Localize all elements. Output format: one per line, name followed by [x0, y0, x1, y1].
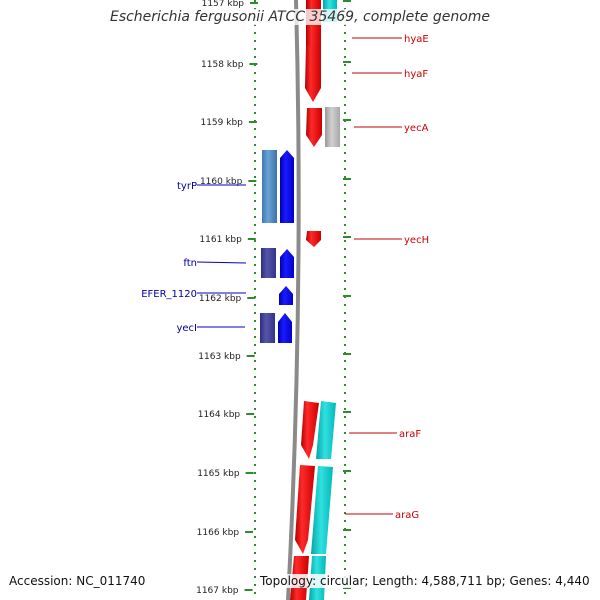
hyaF-feature: [305, 46, 321, 102]
yecA-feature: [306, 108, 322, 147]
gene-label-yecA: yecA: [404, 123, 429, 134]
gene-label-yecI: yecI: [176, 323, 197, 334]
label-leader-line: [196, 261, 247, 264]
tick-label: 1162 kbp: [199, 294, 242, 304]
accession-label: Accession: NC_011740: [9, 574, 146, 588]
tick-label: 1164 kbp: [198, 410, 241, 420]
tick-label: 1159 kbp: [200, 118, 243, 128]
tyrP-feature: [280, 150, 294, 223]
tick-label: 1161 kbp: [199, 235, 242, 245]
tick-label: 1158 kbp: [201, 60, 244, 70]
gene-label-yecH: yecH: [404, 235, 429, 246]
forward-features: [290, 0, 340, 600]
genome-backbone: [286, 0, 301, 600]
right-gene-labels: hyaE hyaF yecA yecH araF araG: [345, 34, 429, 521]
gene-label-EFER_1120: EFER_1120: [141, 289, 197, 300]
topology-label: Topology: circular; Length: 4,588,711 bp…: [260, 574, 590, 588]
yecH-feature: [306, 231, 321, 247]
gene-label-araG: araG: [395, 510, 419, 521]
gene-label-ftn: ftn: [183, 258, 197, 269]
ftn-feature: [280, 249, 294, 278]
EFER_1120-feature: [279, 286, 293, 305]
gene-label-araF: araF: [399, 429, 421, 440]
gene-label-hyaF: hyaF: [404, 69, 428, 80]
yecA-other-feature: [325, 107, 340, 147]
tick-label: 1163 kbp: [198, 352, 241, 362]
tick-labels: 1157 kbp 1158 kbp 1159 kbp 1160 kbp 1161 kbp…: [196, 0, 351, 596]
tick-label: 1157 kbp: [202, 0, 245, 9]
gene-label-hyaE: hyaE: [404, 34, 429, 45]
tyrP-track2-feature: [262, 150, 277, 223]
araG-feature: [295, 465, 315, 554]
gene-label-tyrP: tyrP: [177, 181, 197, 192]
map-title: Escherichia fergusonii ATCC 35469, compl…: [0, 9, 600, 25]
reverse-features: [260, 150, 294, 343]
tick-label: 1165 kbp: [197, 469, 240, 479]
ftn-track2-feature: [261, 248, 276, 278]
araF-feature: [301, 401, 319, 459]
yecI-track2-feature: [260, 313, 275, 343]
yecI-feature: [278, 313, 292, 343]
araG-track2-feature: [311, 466, 333, 554]
tick-label: 1167 kbp: [196, 586, 239, 596]
tick-label: 1160 kbp: [200, 177, 243, 187]
tick-label: 1166 kbp: [197, 528, 240, 538]
left-gene-labels: tyrP ftn EFER_1120 yecI: [141, 181, 247, 334]
araF-track2-feature: [316, 401, 336, 459]
